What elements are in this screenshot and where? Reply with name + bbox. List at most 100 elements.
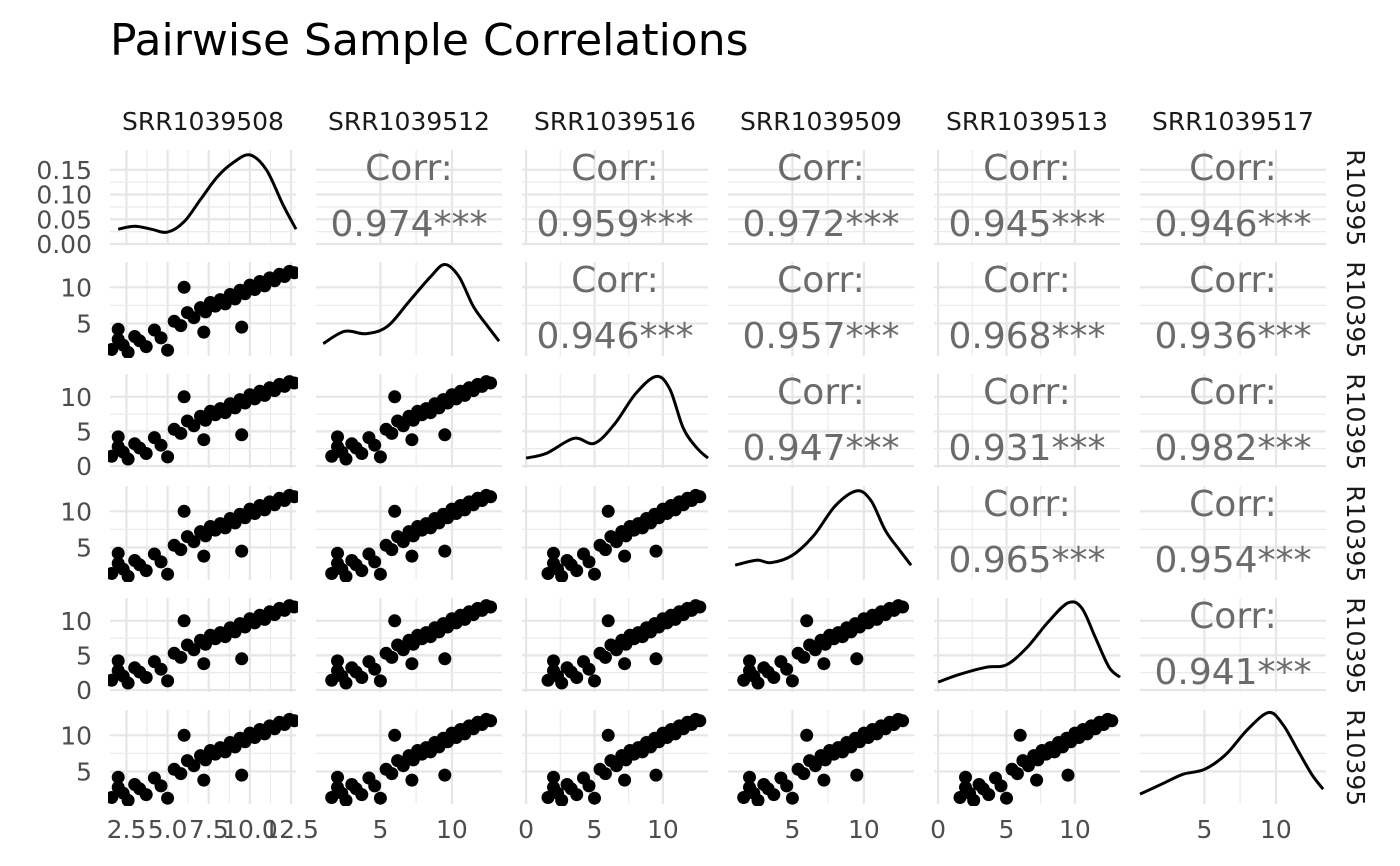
y-tick-label: 0.15 bbox=[36, 156, 92, 185]
corr-value: 0.972*** bbox=[742, 204, 899, 245]
scatter-point bbox=[177, 390, 191, 404]
scatter-point bbox=[693, 714, 707, 728]
scatter-point bbox=[331, 430, 344, 444]
y-tick-label: 10 bbox=[60, 273, 92, 302]
scatter-panel bbox=[541, 599, 707, 690]
scatter-point bbox=[368, 555, 382, 569]
row-strip-group: SRR1039508 bbox=[1341, 116, 1370, 278]
corr-value: 0.946*** bbox=[1154, 204, 1311, 245]
scatter-point bbox=[108, 567, 119, 580]
scatter-panel bbox=[325, 599, 498, 690]
scatter-point bbox=[355, 564, 369, 578]
scatter-point bbox=[339, 793, 353, 806]
scatter-point bbox=[108, 449, 119, 463]
corr-value: 0.941*** bbox=[1154, 652, 1311, 693]
scatter-point bbox=[609, 535, 623, 549]
column-strip-label: SRR1039508 bbox=[122, 107, 284, 136]
scatter-point bbox=[438, 428, 452, 442]
scatter-point bbox=[588, 791, 601, 805]
corr-value: 0.982*** bbox=[1154, 428, 1311, 469]
label-layer: SRR1039508 SRR1039512 SRR1039516 SRR1039509… bbox=[36, 107, 1370, 844]
scatter-point bbox=[570, 671, 584, 684]
scatter-point bbox=[780, 662, 794, 676]
scatter-point bbox=[850, 768, 864, 782]
scatter-panel bbox=[108, 488, 298, 582]
scatter-point bbox=[197, 325, 211, 339]
scatter-point bbox=[339, 569, 353, 582]
x-tick-label: 10 bbox=[1059, 815, 1091, 844]
scatter-point bbox=[780, 779, 794, 793]
scatter-point bbox=[438, 652, 452, 666]
scatter-point bbox=[235, 768, 249, 782]
x-tick-label: 2.5 bbox=[107, 815, 147, 844]
corr-label: Corr: bbox=[777, 148, 865, 189]
scatter-point bbox=[588, 674, 601, 688]
scatter-point bbox=[108, 791, 119, 804]
scatter-point bbox=[967, 793, 981, 806]
scatter-point bbox=[737, 791, 751, 804]
scatter-point bbox=[121, 676, 135, 690]
scatter-point bbox=[111, 430, 125, 444]
scatter-point bbox=[139, 447, 153, 460]
scatter-point bbox=[139, 564, 153, 578]
corr-value: 0.974*** bbox=[330, 204, 487, 245]
scatter-point bbox=[325, 673, 339, 687]
scatter-point bbox=[785, 791, 799, 805]
scatter-point bbox=[1010, 767, 1024, 781]
corr-value: 0.965*** bbox=[948, 540, 1105, 581]
row-strip-label: SRR1039508 bbox=[1341, 116, 1370, 278]
scatter-point bbox=[121, 569, 135, 582]
scatter-point bbox=[121, 345, 135, 358]
row-strip-group: SRR1039512 bbox=[1341, 262, 1370, 356]
scatter-panel bbox=[737, 712, 910, 806]
corr-value: 0.957*** bbox=[742, 316, 899, 357]
scatter-point bbox=[154, 779, 168, 793]
corr-label: Corr: bbox=[983, 148, 1071, 189]
y-tick-label: 0.05 bbox=[36, 205, 92, 234]
scatter-point bbox=[287, 714, 298, 728]
scatter-point bbox=[388, 728, 402, 742]
scatter-point bbox=[547, 654, 560, 668]
corr-label: Corr: bbox=[1189, 260, 1277, 301]
corr-value: 0.968*** bbox=[948, 316, 1105, 357]
scatter-point bbox=[197, 549, 211, 563]
column-strip-label: SRR1039509 bbox=[740, 107, 902, 136]
x-tick-label: 5 bbox=[587, 815, 603, 844]
y-tick-label: 5 bbox=[76, 758, 92, 787]
scatter-point bbox=[438, 768, 452, 782]
corr-label: Corr: bbox=[365, 148, 453, 189]
scatter-point bbox=[235, 428, 249, 442]
scatter-point bbox=[287, 490, 298, 504]
y-tick-label: 10 bbox=[60, 383, 92, 412]
scatter-point bbox=[121, 793, 135, 806]
scatter-point bbox=[235, 544, 249, 558]
scatter-point bbox=[287, 376, 298, 390]
scatter-point bbox=[139, 340, 153, 354]
scatter-point bbox=[570, 564, 584, 578]
scatter-point bbox=[331, 654, 344, 668]
y-tick-label: 10 bbox=[60, 721, 92, 750]
scatter-panel bbox=[108, 599, 298, 690]
scatter-point bbox=[797, 650, 811, 664]
grid-layer bbox=[110, 150, 1326, 804]
scatter-point bbox=[177, 614, 191, 628]
scatter-point bbox=[808, 759, 822, 773]
scatter-point bbox=[197, 773, 211, 787]
scatter-point bbox=[982, 788, 996, 802]
scatter-point bbox=[484, 714, 498, 728]
scatter-point bbox=[187, 759, 201, 773]
scatter-panel bbox=[325, 375, 498, 466]
scatter-point bbox=[373, 450, 387, 464]
x-tick-label: 5 bbox=[999, 815, 1015, 844]
scatter-point bbox=[373, 791, 387, 805]
scatter-point bbox=[743, 770, 756, 784]
density-curve bbox=[525, 374, 709, 460]
x-tick-label: 5 bbox=[784, 815, 800, 844]
scatter-point bbox=[484, 376, 498, 390]
scatter-panel bbox=[108, 264, 298, 358]
scatter-point bbox=[388, 504, 402, 518]
corr-label: Corr: bbox=[777, 372, 865, 413]
x-tick-label: 5.0 bbox=[148, 815, 188, 844]
corr-value: 0.947*** bbox=[742, 428, 899, 469]
